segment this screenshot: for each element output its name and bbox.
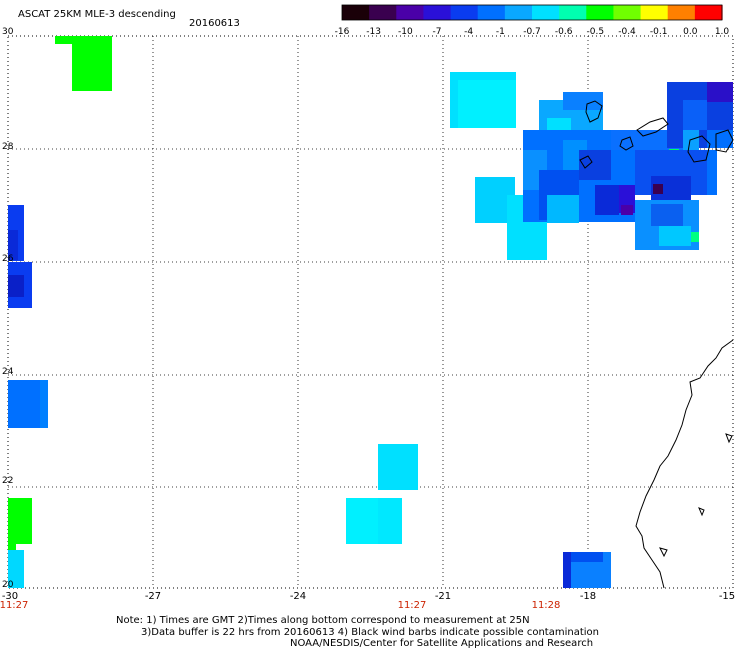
colorbar-swatch [477, 5, 506, 20]
colorbar-label: -4 [464, 27, 474, 37]
data-cell [8, 380, 40, 428]
colorbar-swatch [694, 5, 723, 20]
wind-data-cells [8, 36, 733, 588]
colorbar-swatch [450, 5, 479, 20]
plot-frame [7, 35, 734, 589]
time-label: 11:27 [0, 600, 29, 611]
note-line-3: NOAA/NESDIS/Center for Satellite Applica… [290, 638, 594, 649]
lon-label: -21 [434, 591, 452, 602]
coast-feature [698, 507, 705, 517]
data-cell [563, 552, 571, 588]
island-la-palma [585, 100, 603, 123]
colorbar-label: -0.5 [586, 27, 605, 37]
colorbar-swatch [423, 5, 452, 20]
coast-feature [659, 547, 668, 558]
island-fuerteventura [715, 129, 734, 153]
data-cell [547, 195, 579, 223]
data-cell [8, 275, 24, 297]
data-cell [651, 204, 683, 226]
colorbar-swatch [396, 5, 425, 20]
colorbar-label: -10 [397, 27, 413, 37]
colorbar-label: -0.1 [649, 27, 668, 37]
island-hierro [579, 155, 593, 169]
colorbar-label: -0.6 [554, 27, 573, 37]
colorbar-swatch [369, 5, 397, 20]
time-label: 11:27 [397, 600, 427, 611]
time-label: 11:28 [531, 600, 561, 611]
colorbar-swatch [342, 5, 370, 20]
data-cell [707, 150, 717, 195]
data-cell [72, 44, 112, 91]
island-gomera [619, 136, 634, 151]
colorbar-label: -0.4 [618, 27, 636, 37]
data-cell [8, 550, 24, 588]
colorbar-label: -16 [334, 27, 350, 37]
coast-africa [635, 339, 734, 589]
colorbar-label: -1 [495, 27, 505, 37]
coastline [579, 100, 734, 589]
note-line-2: 3)Data buffer is 22 hrs from 20160613 4)… [141, 627, 599, 638]
data-cell [563, 92, 603, 110]
note-line-1: Note: 1) Times are GMT 2)Times along bot… [116, 615, 530, 626]
coast-feature [725, 433, 733, 444]
island-gran-canaria [687, 135, 711, 163]
colorbar-swatch [504, 5, 533, 20]
colorbar [341, 4, 723, 21]
data-cell [8, 498, 32, 544]
data-cell [683, 100, 707, 130]
map-title: ASCAT 25KM MLE-3 descending [18, 9, 176, 20]
data-cell [621, 205, 633, 215]
lat-label: 28 [2, 142, 14, 152]
data-cell [458, 80, 516, 128]
lon-label: -24 [289, 591, 307, 602]
lon-label: -15 [718, 591, 736, 602]
data-cell [55, 36, 112, 44]
data-cell [691, 232, 699, 242]
lat-label: 26 [2, 254, 14, 264]
data-cell [707, 130, 733, 148]
data-cell [611, 130, 683, 150]
lat-label: 22 [2, 476, 14, 486]
lon-label: -30 [1, 591, 19, 602]
data-cell [707, 82, 733, 102]
data-cell [8, 230, 18, 260]
colorbar-swatch [559, 5, 587, 20]
lon-label: -27 [144, 591, 162, 602]
colorbar-label: -13 [366, 27, 382, 37]
data-cell [579, 150, 611, 180]
data-cell [571, 552, 603, 562]
colorbar-swatch [613, 5, 642, 20]
data-cell [595, 185, 619, 215]
colorbar-swatch [640, 5, 669, 20]
island-tenerife [636, 117, 669, 137]
lat-label: 30 [2, 27, 14, 37]
colorbar-label: 0.0 [683, 27, 698, 37]
lat-label: 20 [2, 580, 14, 590]
colorbar-label: -0.7 [523, 27, 541, 37]
colorbar-swatch [667, 5, 696, 20]
data-cell [8, 544, 16, 554]
colorbar-swatch [586, 5, 615, 20]
colorbar-label: 1.0 [714, 27, 730, 37]
data-cell [653, 184, 663, 194]
colorbar-label: -7 [432, 27, 442, 37]
lon-label: -18 [579, 591, 597, 602]
colorbar-swatch [532, 5, 560, 20]
map-date: 20160613 [189, 18, 240, 29]
colorbar-border [341, 4, 723, 21]
lat-label: 24 [2, 367, 14, 377]
data-cell [346, 498, 378, 544]
data-cell [378, 444, 418, 490]
data-cell [659, 226, 691, 246]
